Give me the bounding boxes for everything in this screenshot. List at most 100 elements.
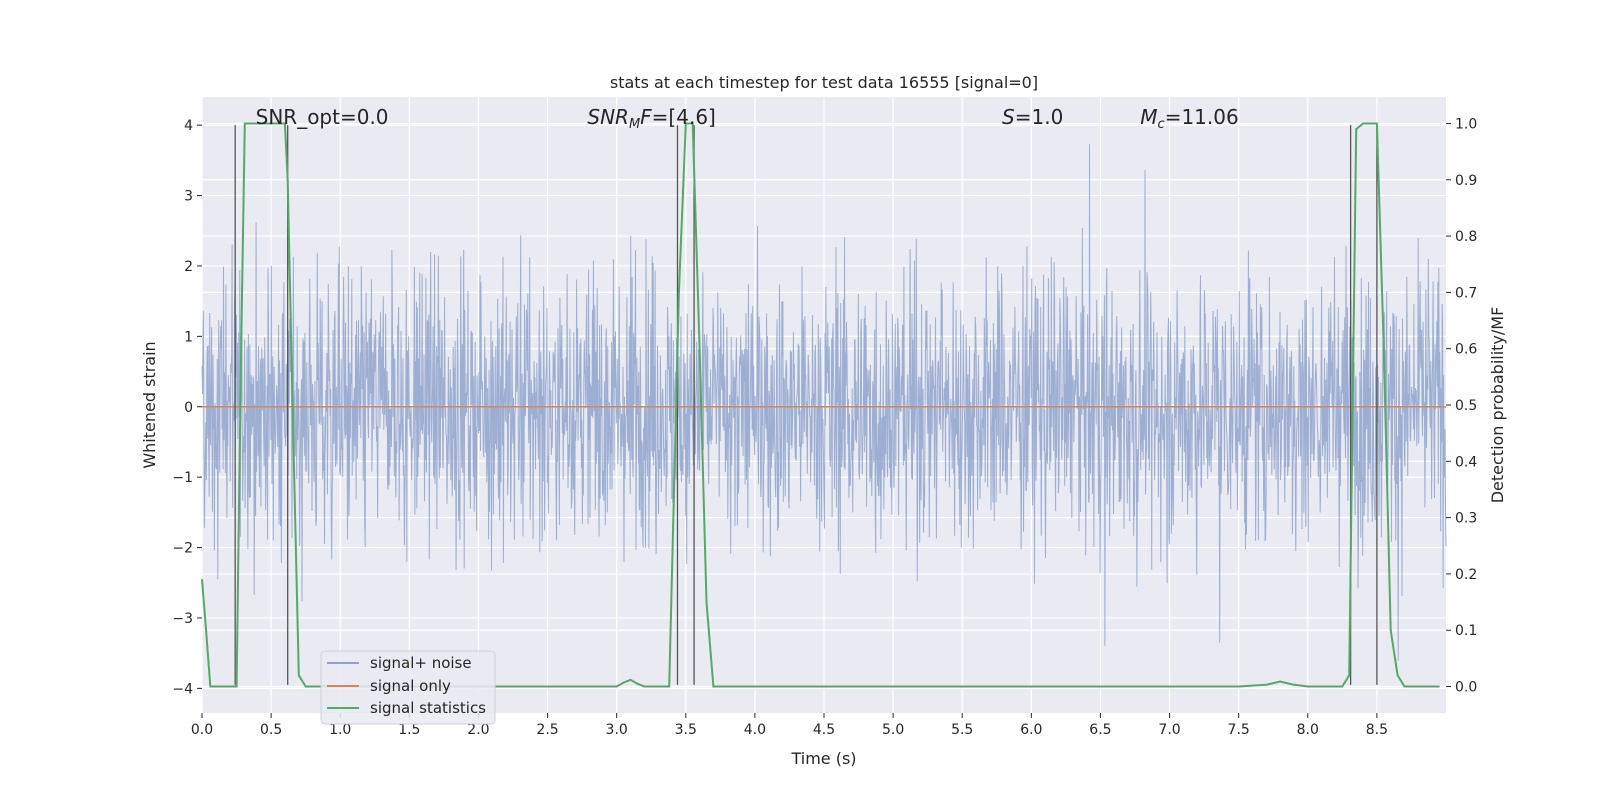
signal-statistics-point	[286, 178, 289, 181]
y-right-tick-label: 0.1	[1455, 623, 1477, 639]
signal-statistics-point	[1383, 347, 1385, 350]
signal-statistics-point	[215, 685, 217, 688]
y-axis-label: Whitened strain	[140, 341, 159, 468]
annotations: SNR_opt=0.0 SNRMF=[4.6] S=1.0 Mc=11.06	[256, 105, 1239, 132]
signal-statistics-point	[636, 682, 639, 685]
axis-ticks: 0.0 0.5 1.0 1.5 2.0 2.5 3.0 3.5 4.0 4.5 5.0 5.5 6.0 6…	[172, 116, 1477, 738]
signal-statistics-point	[1355, 128, 1357, 130]
signal-statistics-point	[1099, 685, 1102, 688]
signal-statistics-point	[205, 629, 207, 632]
signal-statistics-point	[684, 122, 687, 125]
x-tick-label: 7.5	[1228, 722, 1250, 738]
signal-statistics-point	[1403, 685, 1406, 688]
signal-statistics-point	[823, 685, 825, 688]
signal-statistics-point	[1168, 685, 1171, 688]
y-tick-label: −2	[172, 541, 193, 557]
x-tick-label: 5.5	[951, 722, 973, 738]
legend-box	[320, 650, 496, 725]
signal-statistics-point	[629, 678, 632, 681]
y-tick-label: −3	[172, 611, 193, 627]
signal-statistics-series	[201, 122, 1440, 688]
signal-statistics-point	[284, 122, 286, 125]
y-right-tick-label: 0.2	[1455, 567, 1477, 583]
x-tick-label: 4.0	[744, 722, 766, 738]
y-tick-label: 3	[184, 189, 193, 205]
signal-statistics-point	[657, 685, 659, 688]
signal-statistics-point	[1030, 685, 1033, 688]
legend-label-signal-noise: signal+ noise	[370, 654, 472, 672]
y-right-tick-label: 0.6	[1455, 342, 1477, 358]
signal-statistics-point	[221, 685, 224, 688]
y-tick-label: 4	[184, 118, 193, 134]
y-right-tick-label: 0.5	[1455, 398, 1477, 414]
signal-statistics-point	[1376, 122, 1378, 125]
signal-statistics-point	[546, 685, 549, 688]
x-tick-label: 8.0	[1297, 722, 1319, 738]
legend: signal+ noise signal only signal statist…	[320, 650, 496, 725]
signal-statistics-point	[292, 432, 295, 434]
x-tick-label: 6.5	[1089, 722, 1111, 738]
signal-statistics-point	[244, 122, 246, 125]
annotation-3: Mc=11.06	[1140, 105, 1238, 132]
signal-statistics-point	[1293, 684, 1295, 686]
signal-statistics-point	[740, 685, 742, 688]
signal-statistics-point	[311, 685, 314, 688]
signal-statistics-point	[698, 347, 701, 350]
signal-statistics-point	[239, 376, 242, 378]
signal-statistics-point	[1341, 685, 1344, 688]
signal-statistics-point	[678, 291, 680, 294]
y-tick-label: 2	[184, 259, 193, 275]
signal-statistics-point	[668, 685, 670, 688]
signal-statistics-point	[726, 685, 729, 688]
y-right-tick-label: 0.4	[1455, 454, 1477, 470]
y-right-tick-label: 0.8	[1455, 229, 1477, 245]
signal-statistics-point	[1417, 685, 1420, 688]
x-tick-label: 6.0	[1020, 722, 1042, 738]
annotation-0: SNR_opt=0.0	[256, 105, 389, 129]
x-tick-label: 4.5	[813, 722, 835, 738]
legend-label-signal-statistics: signal statistics	[370, 699, 486, 717]
signal-statistics-point	[209, 685, 212, 688]
x-tick-label: 8.5	[1366, 722, 1388, 738]
y-right-tick-label: 0.9	[1455, 173, 1477, 189]
legend-label-signal-only: signal only	[370, 677, 451, 695]
signal-statistics-point	[1389, 629, 1392, 632]
y-tick-label: 0	[184, 400, 193, 416]
signal-statistics-point	[705, 601, 708, 603]
y-axis-right-label: Detection probability/MF	[1488, 307, 1507, 504]
signal-statistics-point	[228, 685, 231, 688]
signal-statistics-point	[1306, 685, 1309, 688]
signal-statistics-point	[622, 681, 625, 684]
y-right-tick-label: 0.3	[1455, 511, 1477, 527]
signal-statistics-point	[201, 578, 203, 581]
signal-statistics-point	[270, 122, 272, 125]
annotation-2: S=1.0	[1002, 105, 1063, 129]
x-tick-label: 0.0	[191, 722, 213, 738]
signal-statistics-point	[1396, 674, 1399, 677]
y-right-tick-label: 0.0	[1455, 680, 1477, 696]
signal-statistics-point	[1265, 684, 1268, 686]
signal-statistics-point	[1320, 685, 1323, 688]
y-tick-label: 1	[184, 329, 193, 345]
x-tick-label: 3.5	[675, 722, 697, 738]
y-right-tick-label: 0.7	[1455, 285, 1477, 301]
signal-statistics-point	[256, 122, 259, 125]
signal-statistics-point	[961, 685, 964, 688]
y-right-tick-label: 1.0	[1455, 116, 1477, 132]
x-tick-label: 2.5	[536, 722, 558, 738]
signal-statistics-point	[892, 685, 894, 688]
signal-statistics-point	[1438, 685, 1440, 688]
x-tick-label: 3.0	[606, 722, 628, 738]
annotation-1: SNRMF=[4.6]	[587, 105, 715, 132]
signal-statistics-point	[643, 685, 646, 688]
x-tick-label: 0.5	[260, 722, 282, 738]
signal-statistics-point	[1362, 122, 1364, 125]
signal-statistics-point	[712, 685, 715, 688]
signal-statistics-point	[297, 674, 300, 677]
signal-statistics-point	[691, 122, 694, 125]
y-tick-label: −1	[172, 470, 193, 486]
chart-title: stats at each timestep for test data 165…	[610, 73, 1038, 92]
x-tick-label: 2.0	[467, 722, 489, 738]
